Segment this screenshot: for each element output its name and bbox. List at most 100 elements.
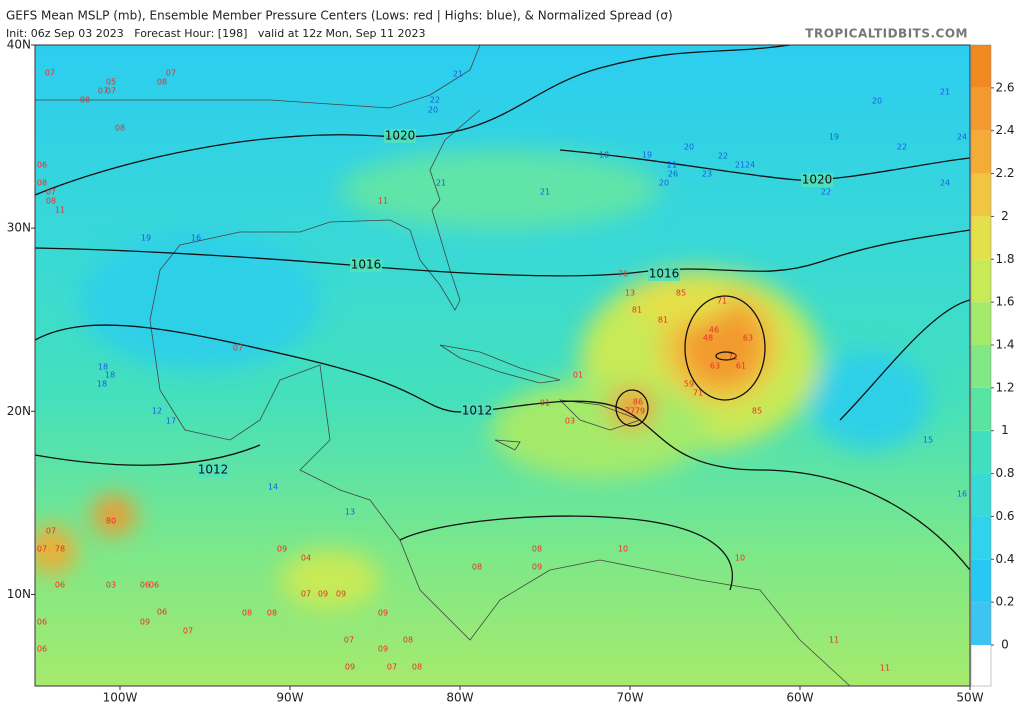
x-tick-label: 50W bbox=[956, 691, 983, 705]
colorbar-segment bbox=[971, 45, 991, 88]
isobar-label: 1016 bbox=[649, 267, 680, 281]
colorbar-segment bbox=[971, 173, 991, 217]
low-center: 03 bbox=[106, 581, 116, 590]
y-tick-label: 30N bbox=[7, 221, 31, 235]
low-center: 81 bbox=[658, 316, 668, 325]
high-center: 24 bbox=[745, 161, 755, 170]
x-tick-label: 90W bbox=[276, 691, 303, 705]
high-center: 21 bbox=[453, 70, 463, 79]
high-center: 22 bbox=[821, 188, 831, 197]
axes: 100W 90W 80W 70W 60W 50W 40N 30N 20N 10N bbox=[7, 38, 984, 705]
colorbar-tick-label: 1.8 bbox=[995, 252, 1014, 266]
high-center: 26 bbox=[668, 170, 678, 179]
high-center: 13 bbox=[345, 508, 355, 517]
low-center: 85 bbox=[752, 407, 762, 416]
high-center: 21 bbox=[540, 188, 550, 197]
high-center: 20 bbox=[659, 179, 669, 188]
low-center: 04 bbox=[301, 554, 311, 563]
low-center: 07 bbox=[233, 344, 243, 353]
low-center: 10 bbox=[618, 545, 628, 554]
isobar-label-bg bbox=[648, 267, 680, 281]
low-center: 06 bbox=[37, 618, 47, 627]
low-center: 08 bbox=[115, 124, 125, 133]
low-center: 46 bbox=[709, 326, 719, 335]
isobar-labels: 1020 1020 1016 1016 1012 1012 bbox=[197, 129, 833, 477]
x-tick-label: 70W bbox=[616, 691, 643, 705]
high-center: 18 bbox=[599, 151, 609, 160]
low-center: 48 bbox=[703, 334, 713, 343]
low-center: 07 bbox=[387, 663, 397, 672]
low-center: 13 bbox=[625, 289, 635, 298]
low-center: 08 bbox=[242, 609, 252, 618]
colorbar-segment bbox=[971, 302, 991, 345]
low-center: 08 bbox=[412, 663, 422, 672]
low-center: 07 bbox=[344, 636, 354, 645]
high-center: 16 bbox=[957, 490, 967, 499]
low-center: 07 bbox=[166, 69, 176, 78]
colorbar-segment bbox=[971, 87, 991, 131]
high-center: 24 bbox=[957, 133, 967, 142]
colorbar-tick-label: 2.4 bbox=[995, 123, 1014, 137]
isobar-label-bg bbox=[384, 129, 416, 143]
low-center: 06 bbox=[149, 581, 159, 590]
isobar-label: 1012 bbox=[462, 404, 493, 418]
y-tick-label: 40N bbox=[7, 38, 31, 52]
low-center: 01 bbox=[540, 399, 550, 408]
colorbar-frame bbox=[970, 44, 992, 687]
high-center: 20 bbox=[428, 106, 438, 115]
colorbar-segment bbox=[971, 602, 991, 645]
low-center: 08 bbox=[472, 563, 482, 572]
low-center: 59 bbox=[684, 380, 694, 389]
low-center: 08 bbox=[532, 545, 542, 554]
low-center: 79 bbox=[635, 407, 645, 416]
high-center: 18 bbox=[105, 371, 115, 380]
isobar-label-bg bbox=[197, 463, 229, 477]
low-center: 71 bbox=[693, 389, 703, 398]
low-center: 71 bbox=[717, 297, 727, 306]
colorbar-segment bbox=[971, 430, 991, 474]
x-tick-label: 80W bbox=[446, 691, 473, 705]
low-center: 06 bbox=[55, 581, 65, 590]
colorbar-tick-label: 2.2 bbox=[995, 166, 1014, 180]
low-center: 09 bbox=[336, 590, 346, 599]
low-center: 07 bbox=[98, 87, 108, 96]
low-center: 11 bbox=[880, 664, 890, 673]
colorbar-tick-label: 0.8 bbox=[995, 466, 1014, 480]
coastlines bbox=[35, 45, 851, 686]
low-center: 03 bbox=[565, 417, 575, 426]
low-center: 85 bbox=[676, 289, 686, 298]
high-center: 19 bbox=[829, 133, 839, 142]
low-center: 10 bbox=[735, 554, 745, 563]
high-center: 18 bbox=[97, 380, 107, 389]
y-tick-label: 10N bbox=[7, 587, 31, 601]
colorbar-segment bbox=[971, 516, 991, 560]
subtitle: Init: 06z Sep 03 2023 Forecast Hour: [19… bbox=[6, 27, 425, 40]
low-center: 08 bbox=[403, 636, 413, 645]
colorbar-tick-label: 1.4 bbox=[995, 338, 1014, 352]
low-center: 61 bbox=[736, 362, 746, 371]
high-center: 21 bbox=[735, 161, 745, 170]
low-center: 09 bbox=[378, 609, 388, 618]
colorbar-segment bbox=[971, 130, 991, 174]
high-center: 18 bbox=[98, 363, 108, 372]
low-center: 71 bbox=[728, 353, 738, 362]
low-center: 06 bbox=[157, 608, 167, 617]
low-center: 08 bbox=[37, 179, 47, 188]
colorbar-tick-label: 0.4 bbox=[995, 552, 1014, 566]
low-center: 81 bbox=[632, 306, 642, 315]
high-center: 14 bbox=[268, 483, 278, 492]
low-center: 09 bbox=[378, 645, 388, 654]
low-center: 11 bbox=[829, 636, 839, 645]
isobar-label: 1016 bbox=[351, 258, 382, 272]
colorbar-tick-label: 0 bbox=[1001, 638, 1009, 652]
low-center: 78 bbox=[55, 545, 65, 554]
colorbar-segment bbox=[971, 387, 991, 431]
low-center: 06 bbox=[37, 645, 47, 654]
low-center: 05 bbox=[106, 78, 116, 87]
high-center: 19 bbox=[141, 234, 151, 243]
colorbar-tick-label: 1 bbox=[1001, 423, 1009, 437]
high-center: 24 bbox=[940, 179, 950, 188]
x-tick-label: 100W bbox=[103, 691, 138, 705]
